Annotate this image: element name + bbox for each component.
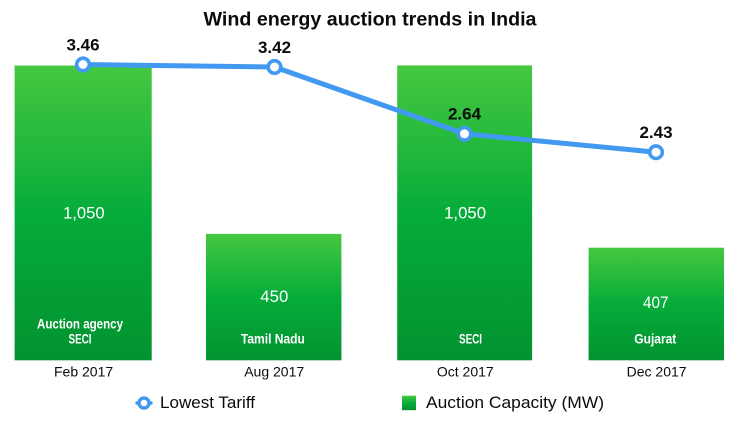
- svg-text:2.64: 2.64: [448, 105, 482, 124]
- svg-text:407: 407: [643, 293, 669, 312]
- svg-text:Auction Capacity (MW): Auction Capacity (MW): [426, 393, 604, 412]
- svg-text:Gujarat: Gujarat: [634, 332, 676, 347]
- svg-text:Tamil Nadu: Tamil Nadu: [241, 331, 305, 346]
- svg-text:450: 450: [260, 287, 288, 306]
- svg-text:1,050: 1,050: [63, 203, 105, 222]
- svg-text:Auction agency: Auction agency: [37, 317, 123, 332]
- svg-text:SECI: SECI: [459, 331, 482, 346]
- svg-text:3.42: 3.42: [258, 38, 291, 57]
- svg-text:Oct 2017: Oct 2017: [437, 364, 494, 380]
- svg-text:3.46: 3.46: [66, 35, 99, 54]
- svg-text:Wind energy auction trends in: Wind energy auction trends in India: [204, 9, 537, 30]
- svg-text:1,050: 1,050: [444, 203, 486, 222]
- svg-text:SECI: SECI: [69, 331, 92, 346]
- svg-text:Feb 2017: Feb 2017: [54, 364, 113, 380]
- svg-text:2.43: 2.43: [639, 123, 672, 142]
- svg-text:Dec 2017: Dec 2017: [627, 364, 687, 380]
- svg-text:Aug 2017: Aug 2017: [244, 364, 304, 380]
- svg-text:Lowest Tariff: Lowest Tariff: [160, 393, 255, 412]
